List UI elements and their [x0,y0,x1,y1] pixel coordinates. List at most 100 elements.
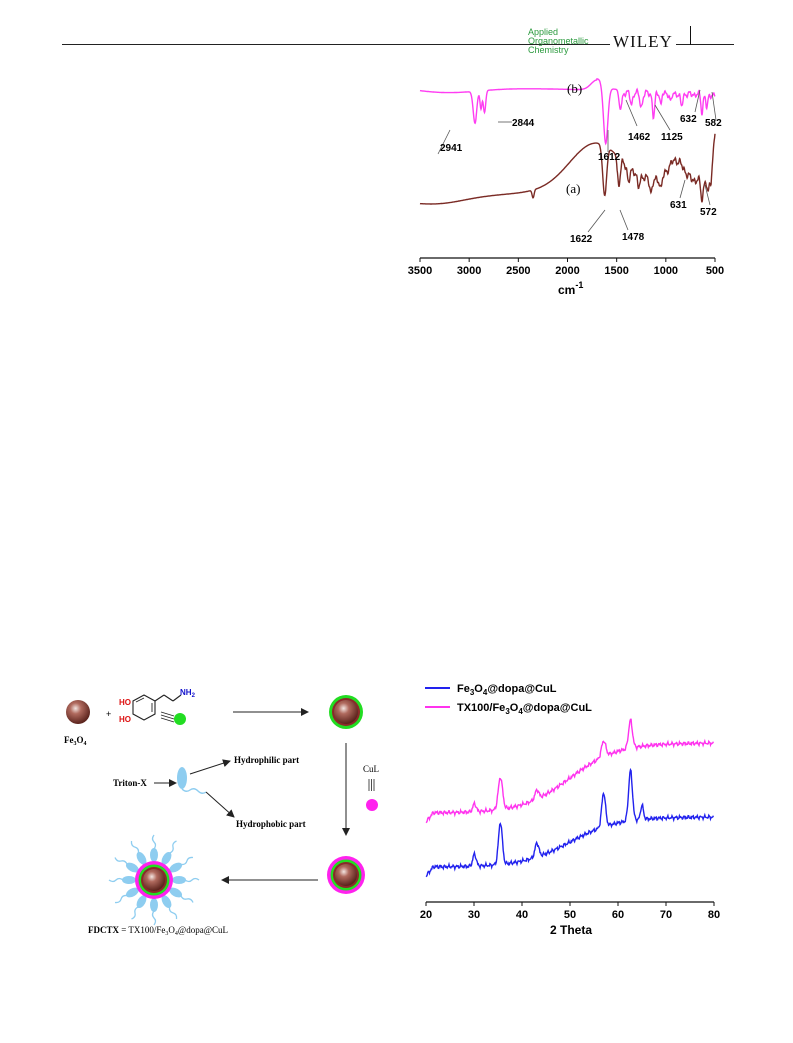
nh2-label: NH2 [180,688,196,699]
xrd-legend-label-1: Fe3O4@dopa@CuL [457,683,557,697]
ftir-peak-annotations: 2941 2844 1612 1462 1125 632 582 1622 1478 631 572 [437,89,722,245]
surfactant-tail [108,877,124,883]
xrd-tick-label: 80 [708,909,720,921]
surfactant-tail [114,894,128,904]
surfactant-head [150,848,158,862]
surfactant-tail [169,840,177,854]
dopa-coated-particle [329,695,363,729]
ftir-peak-label: 1612 [598,152,621,163]
header-rule [62,44,734,45]
cul-label: CuL [363,764,379,774]
surfactant-tail [114,857,128,865]
surfactant-tail [168,906,178,920]
journal-line-1: Applied [528,27,559,37]
ftir-tick-label: 2000 [555,265,579,277]
xrd-tick-label: 70 [660,909,672,921]
fe3o4-label: Fe3O4 [64,735,87,747]
xrd-legend: Fe3O4@dopa@CuL TX100/Fe3O4@dopa@CuL [425,683,592,716]
ftir-peak-label: 1622 [570,234,593,245]
ftir-peak-label: 582 [705,118,722,129]
ftir-chart: 3500 3000 2500 2000 1500 1000 500 (b) (a) 2941… [408,77,724,297]
xrd-series-tx100-line [425,718,715,824]
surfactant-head [122,876,136,884]
ftir-peak-label: 632 [680,114,697,125]
ftir-peak-pointer [587,209,606,233]
surfactant-head [125,887,139,898]
ftir-tick-label: 2500 [506,265,530,277]
fdctx-caption: FDCTX = TX100/Fe3O4@dopa@CuL [88,925,228,937]
ftir-peak-pointer [654,104,671,131]
surfactant-tail [180,856,194,866]
ftir-peak-label: 2941 [440,143,463,154]
xrd-legend-label-2: TX100/Fe3O4@dopa@CuL [457,702,592,716]
publisher-logo: WILEY [610,32,676,52]
surfactant-tail [180,895,194,903]
ftir-tick-label: 1500 [604,265,628,277]
ftir-peak-label: 1125 [661,132,683,143]
ftir-series-a-label: (a) [566,181,580,196]
xrd-tick-label: 50 [564,909,576,921]
ftir-tick-label: 3000 [457,265,481,277]
fdctx-particle [108,834,200,926]
ho-top-label: HO [119,698,131,707]
ftir-peak-label: 2844 [512,118,535,129]
journal-name: Applied Organometallic Chemistry [528,28,589,55]
xrd-tick-label: 40 [516,909,528,921]
ftir-peak-label: 1462 [628,132,651,143]
ftir-peak-pointer [704,184,711,206]
synthesis-scheme: Fe3O4 + HO HO NH2 CuL Triton-X [64,688,379,937]
ftir-tick-label: 1000 [654,265,678,277]
triton-label: Triton-X [113,778,147,788]
ftir-series-b-line [419,77,716,146]
surfactant-head [169,862,183,873]
surfactant-head [169,887,183,898]
xrd-x-axis: 20 30 40 50 60 70 80 [420,901,720,921]
surfactant-head [136,851,147,865]
dopa-marker-dot [174,713,186,725]
ftir-peak-pointer [437,129,451,155]
ftir-tick-label: 500 [706,265,724,277]
surfactant-tail [131,906,139,920]
xrd-x-axis-label: 2 Theta [550,923,592,937]
ftir-series-b-label: (b) [567,81,582,96]
journal-line-2: Organometallic [528,36,589,46]
surfactant-head [161,851,172,865]
surfactant-tail [184,877,200,883]
surfactant-head [150,898,158,912]
ftir-peak-pointer [694,89,701,113]
xrd-series-fe3o4-line [425,767,715,878]
hydrophobic-label: Hydrophobic part [236,819,306,829]
xrd-tick-label: 30 [468,909,480,921]
triton-molecule-icon [177,767,207,794]
cul-marker-dot [366,799,378,811]
xrd-tick-label: 20 [420,909,432,921]
surfactant-head [172,876,186,884]
surfactant-head [136,895,147,909]
ftir-peak-pointer [625,99,638,127]
ftir-series-a-line [419,133,716,205]
ftir-tick-label: 3500 [408,265,432,277]
surfactant-head [125,862,139,873]
ftir-peak-label: 572 [700,207,717,218]
plus-sign: + [106,709,111,719]
ho-bottom-label: HO [119,715,131,724]
surfactant-tail [151,910,157,926]
ftir-peak-label: 631 [670,200,687,211]
ftir-peak-label: 1478 [622,232,645,243]
surfactant-tail [151,834,157,850]
fe3o4-particle [66,700,90,724]
hydrophilic-label: Hydrophilic part [234,755,299,765]
cul-coated-particle [327,856,365,894]
ftir-x-axis: 3500 3000 2500 2000 1500 1000 500 [408,257,724,277]
fdctx-core [143,869,165,891]
ftir-peak-pointer [711,91,717,121]
ftir-peak-pointer [679,179,686,199]
journal-line-3: Chemistry [528,45,569,55]
page-tick [690,26,691,45]
ftir-x-axis-label: cm-1 [558,280,583,297]
cul-bond-icon [368,779,375,791]
surfactant-head [161,895,172,909]
xrd-tick-label: 60 [612,909,624,921]
xrd-chart: Fe3O4@dopa@CuL TX100/Fe3O4@dopa@CuL 20 30… [420,683,720,937]
ftir-peak-pointer [619,209,629,231]
